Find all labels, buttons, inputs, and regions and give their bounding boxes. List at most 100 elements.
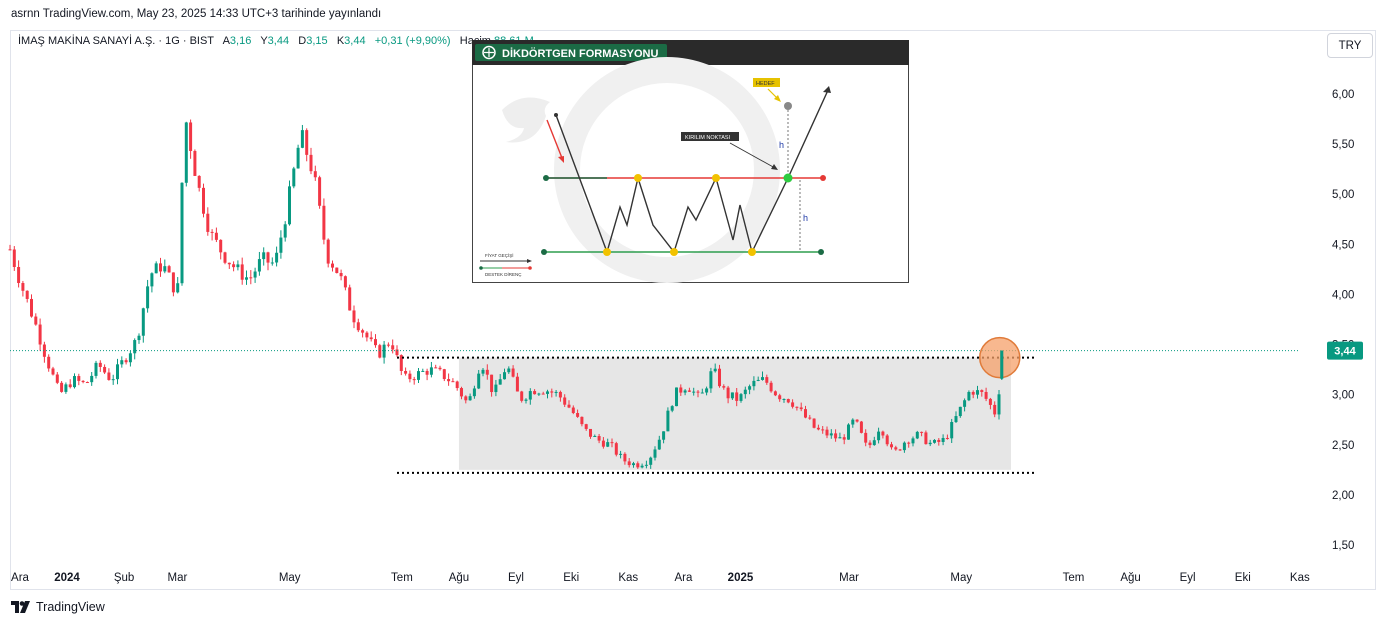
candle [206,207,210,236]
legend-support-end [528,266,532,270]
candle-body [537,393,541,395]
candle-body [421,370,425,372]
candle [533,389,537,395]
candle-body [55,374,59,383]
candle-body [417,371,420,380]
candle-body [524,399,528,401]
candle-body [361,330,365,333]
x-tick-label: Tem [391,572,413,584]
candle [51,366,55,376]
candle [597,433,601,444]
candle-body [305,130,309,155]
candle [417,368,420,383]
tradingview-brand: TradingView [36,600,105,614]
symbol-name[interactable]: İMAŞ MAKİNA SANAYİ A.Ş. · 1G · BIST [18,35,215,47]
candle-body [812,418,816,428]
target-label: HEDEF [756,81,775,87]
rectangle-pattern-inset: DİKDÖRTGEN FORMASYONU HEDEF KIRILIM NOKT… [472,40,909,283]
candle-body [558,391,562,398]
candle-body [369,337,373,340]
candle-body [950,422,954,439]
candle [498,374,502,385]
candle-body [924,432,928,445]
candle-body [77,376,81,381]
candle [425,368,429,381]
candle-body [958,406,962,417]
candle [958,406,962,418]
candle [17,260,21,288]
candle [743,386,747,399]
candle [890,441,893,450]
candle-body [356,322,360,331]
candle [382,340,386,364]
candle-body [597,436,601,441]
candle-body [498,379,502,385]
y-tick-label: 1,50 [1332,540,1354,552]
candle [214,227,218,243]
candle [30,294,33,318]
candle-body [576,413,580,417]
candle [782,398,786,403]
candle [945,434,949,440]
candle-body [554,391,558,393]
candle [675,387,678,407]
candle [928,439,932,447]
currency-button[interactable]: TRY [1327,33,1373,58]
candle [68,379,72,389]
candle [520,390,524,403]
candle-body [945,437,949,439]
candle-body [335,267,339,274]
candle-body [756,379,760,381]
candle [485,364,489,380]
candle-body [245,277,248,280]
candle-body [580,416,584,425]
candle [167,264,171,273]
touch-point-5 [748,248,756,256]
candle [554,389,558,397]
candle-body [300,130,304,148]
candle-body [933,439,936,443]
breakout-arrow [729,142,776,169]
x-tick-label: Mar [839,572,859,584]
candle-body [490,374,494,393]
close-label: K [336,35,345,47]
candle-body [700,392,704,394]
y-tick-label: 4,00 [1332,289,1354,301]
candle [451,378,455,383]
open-value: 3,16 [229,35,252,47]
candle [326,238,330,268]
candle [915,430,919,440]
touch-point-2 [634,174,642,182]
candle [159,257,162,277]
resistance-end-point [820,175,826,181]
candle [335,267,339,274]
candle [601,437,605,449]
candle-body [584,424,588,429]
y-tick-label: 4,50 [1332,239,1354,251]
candle [842,434,846,445]
y-axis: 6,005,505,004,504,003,503,002,502,001,50… [1327,89,1363,552]
target-arrowhead [774,95,781,102]
candle-body [494,384,498,393]
candle [421,368,425,372]
candle [21,280,25,297]
candle [709,367,713,393]
support-end-point [818,249,824,255]
candle [756,376,760,382]
published-header: asrnn TradingView.com, May 23, 2025 14:3… [11,8,382,20]
candle [503,368,506,380]
candle [812,418,816,429]
candle-body [821,429,825,431]
candle-body [520,391,524,401]
candle [146,279,150,313]
candle [490,374,494,397]
y-tick-label: 2,50 [1332,440,1354,452]
candle-body [735,392,739,401]
candle [133,338,137,360]
candle-body [541,393,545,395]
candle-body [154,263,158,274]
tradingview-logo[interactable]: TradingView [11,600,105,614]
candle-body [322,205,326,240]
candle [571,405,575,415]
